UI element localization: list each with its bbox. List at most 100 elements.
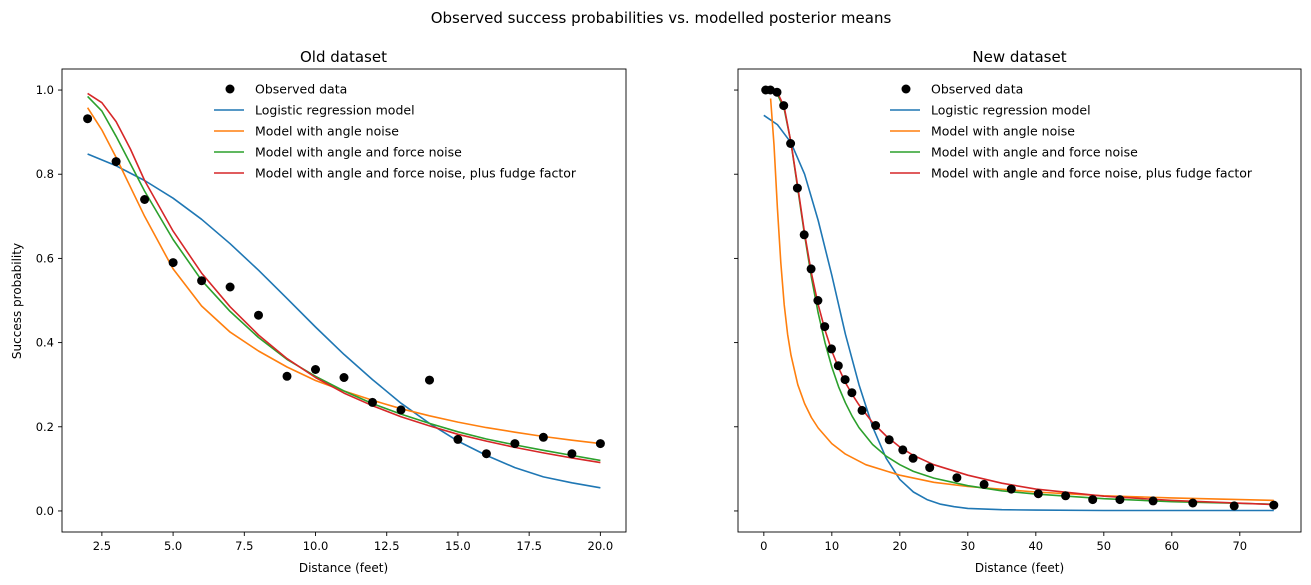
panel-old-dataset: Old dataset Success probability Distance… [10,48,627,575]
observed-point [197,276,207,286]
x-tick-label: 12.5 [374,539,400,553]
observed-point [792,183,802,193]
legend-marker-observed [225,84,235,94]
observed-point [538,432,548,442]
observed-point [827,344,836,354]
y-tick-label: 0.4 [36,336,54,350]
observed-point [339,373,349,382]
observed-point [1006,484,1016,494]
observed-point [567,449,577,459]
x-tick-label: 0 [760,539,767,553]
observed-point [481,449,491,459]
x-tick-label: 20.0 [588,539,614,553]
legend-label: Logistic regression model [255,103,415,118]
observed-point [425,375,434,385]
observed-point [847,388,857,398]
legend-label: Logistic regression model [931,103,1091,118]
legend: Observed data Logistic regression model Mo… [214,82,577,181]
x-tick-label: 5.0 [164,539,182,553]
observed-point [979,479,989,489]
legend-label: Model with angle and force noise, plus f… [931,166,1253,181]
observed-point [1061,491,1071,501]
observed-point [952,473,962,483]
legend-label: Model with angle and force noise [931,145,1138,160]
line-logistic [87,153,601,489]
observed-point [1033,489,1043,499]
y-tick-label: 0.6 [36,251,54,265]
observed-point [225,282,235,292]
observed-point [111,157,121,167]
axes-frame [737,68,1302,533]
legend-marker-observed [901,84,911,94]
y-tick-label: 0.0 [36,504,54,518]
y-tick-label: 0.2 [36,420,54,434]
observed-point [833,361,843,371]
observed-point [898,445,908,455]
legend: Observed data Logistic regression model Mo… [890,82,1253,181]
observed-point [871,421,881,430]
legend-label: Model with angle noise [931,124,1075,139]
axes-frame [61,68,627,533]
observed-point [595,439,605,449]
legend-label: Observed data [255,82,347,97]
line-logistic [763,114,1274,512]
legend-label: Observed data [931,82,1023,97]
line-fudge [776,91,1274,506]
observed-point [1229,501,1239,511]
observed-point [813,296,823,305]
series-lines [86,92,601,489]
axes-old: 2.5 5.0 7.5 10.0 12.5 15.0 17.5 20.0 0.0 0.2 0.4 0.… [36,68,627,553]
legend-label: Model with angle noise [255,124,399,139]
observed-point [857,405,867,415]
observed-point [368,397,377,407]
x-tick-label: 50 [1096,539,1111,553]
observed-point [779,101,789,111]
observed-point [1148,496,1158,506]
x-tick-label: 17.5 [516,539,542,553]
observed-point [908,453,918,463]
x-axis-label-old: Distance (feet) [299,561,388,575]
observed-point [884,435,894,445]
observed-point [396,405,406,415]
observed-point [806,264,816,274]
x-tick-label: 2.5 [93,539,111,553]
x-tick-label: 7.5 [235,539,253,553]
legend-label: Model with angle and force noise, plus f… [255,166,577,181]
observed-point [254,310,263,320]
x-tick-label: 20 [893,539,908,553]
y-axis-label-old: Success probability [10,243,24,359]
observed-point [1188,498,1198,508]
x-tick-label: 30 [961,539,976,553]
observed-point [925,463,935,473]
x-tick-label: 70 [1232,539,1247,553]
x-tick-label: 60 [1164,539,1179,553]
observed-point [453,434,463,444]
observed-point [1115,495,1125,505]
observed-point [1088,495,1098,505]
observed-points [761,85,1279,511]
figure-title: Observed success probabilities vs. model… [431,9,892,27]
legend-label: Model with angle and force noise [255,145,462,160]
observed-point [510,439,520,449]
observed-point [311,365,320,374]
x-tick-label: 15.0 [445,539,471,553]
observed-points [83,114,605,459]
panel-new-dataset: New dataset Distance (feet) 0 10 20 30 40 50 6… [734,48,1302,575]
panel-title-new: New dataset [972,48,1066,66]
line-angle-force [87,95,601,462]
y-tick-label: 1.0 [36,83,54,97]
observed-point [772,87,782,97]
x-tick-label: 10 [825,539,840,553]
x-axis-label-new: Distance (feet) [975,561,1064,575]
observed-point [840,375,850,385]
panel-title-old: Old dataset [300,48,387,66]
observed-point [799,230,809,240]
line-fudge [87,92,601,464]
observed-point [786,139,796,148]
axes-new: 0 10 20 30 40 50 60 70 Observed data Logistic reg… [734,68,1302,553]
x-tick-label: 10.0 [303,539,329,553]
observed-point [140,195,150,204]
observed-point [1269,500,1279,510]
observed-point [168,258,178,268]
